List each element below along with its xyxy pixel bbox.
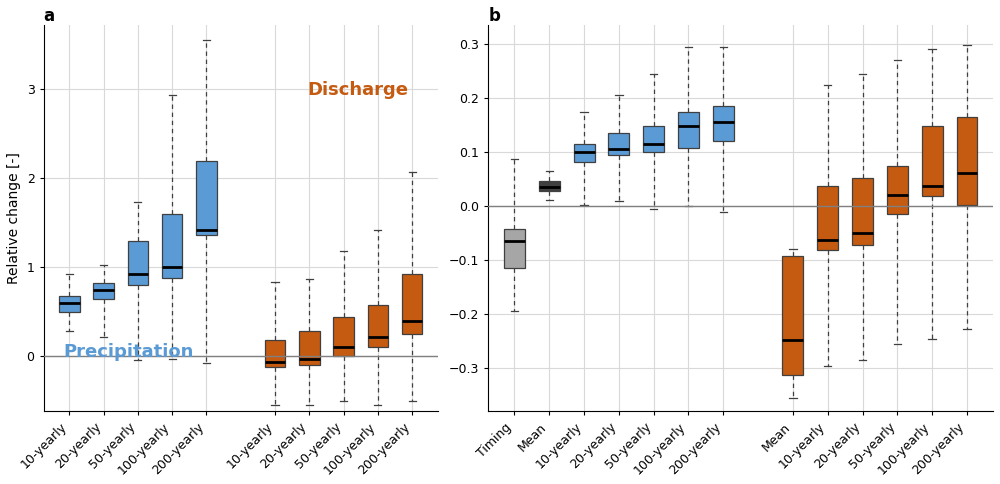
Bar	[922, 126, 943, 197]
Bar	[504, 229, 525, 268]
Bar	[782, 256, 803, 375]
Text: b: b	[488, 7, 500, 25]
Bar	[852, 178, 873, 245]
Bar	[368, 304, 388, 348]
Bar	[887, 166, 908, 214]
Bar	[333, 317, 354, 356]
Bar	[162, 214, 182, 278]
Bar	[643, 126, 664, 152]
Bar	[196, 161, 217, 235]
Bar	[128, 241, 148, 285]
Bar	[539, 182, 560, 191]
Text: a: a	[44, 7, 55, 25]
Bar	[574, 144, 595, 162]
Y-axis label: Relative change [-]: Relative change [-]	[7, 152, 21, 284]
Bar	[93, 283, 114, 299]
Bar	[678, 112, 699, 148]
Bar	[817, 185, 838, 250]
Bar	[265, 340, 285, 367]
Text: Precipitation: Precipitation	[63, 343, 194, 362]
Bar	[402, 274, 422, 334]
Bar	[957, 117, 977, 205]
Text: Discharge: Discharge	[308, 81, 409, 99]
Bar	[59, 296, 80, 312]
Bar	[608, 133, 629, 155]
Bar	[713, 106, 734, 141]
Bar	[299, 332, 320, 365]
